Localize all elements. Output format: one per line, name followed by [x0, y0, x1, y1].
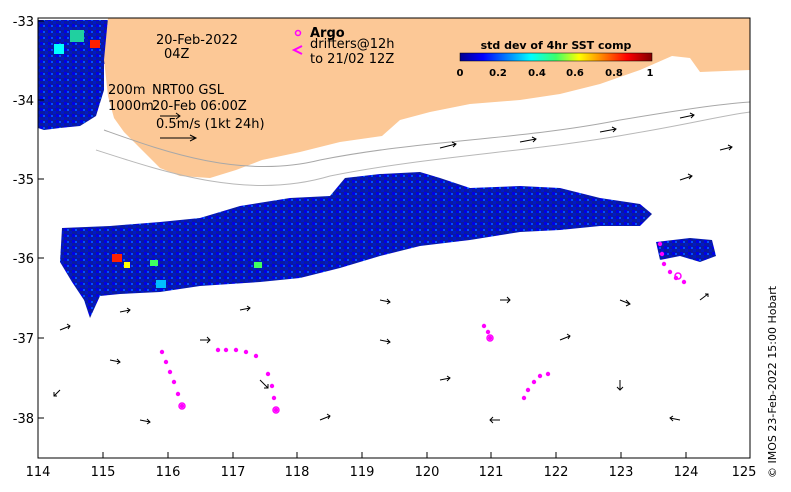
- colorbar-tick: 0: [457, 68, 464, 79]
- date-label: 20-Feb-2022: [156, 33, 238, 48]
- sst-spot: [124, 262, 130, 268]
- x-tick-label: 124: [674, 465, 699, 480]
- sst-spot: [150, 260, 158, 266]
- x-tick-label: 117: [221, 465, 246, 480]
- colorbar-tick: 1: [647, 68, 654, 79]
- x-tick-label: 121: [479, 465, 504, 480]
- vector-scale-arrow: [160, 134, 198, 142]
- argo-title: Argo: [310, 26, 345, 41]
- colorbar-tick: 0.2: [489, 68, 507, 79]
- sst-spot: [156, 280, 166, 288]
- depth-200-label: 200m: [108, 83, 145, 98]
- y-tick-label: -33: [13, 15, 34, 30]
- x-tick-label: 119: [350, 465, 375, 480]
- x-tick-label: 123: [609, 465, 634, 480]
- sst-spot: [254, 262, 262, 268]
- argo-legend-marker: [294, 29, 302, 37]
- sst-spot: [54, 44, 64, 54]
- argo-line2: to 21/02 12Z: [310, 52, 394, 67]
- colorbar-tick: 0.6: [566, 68, 584, 79]
- y-axis: -33 -34 -35 -36 -37 -38: [13, 15, 44, 427]
- argo-tracks: [159, 241, 687, 414]
- y-tick-label: -38: [13, 412, 34, 427]
- current-vectors: [53, 112, 733, 425]
- sst-swath: [60, 172, 652, 318]
- isobath-200: [103, 101, 750, 168]
- vector-scale-label: 0.5m/s (1kt 24h): [156, 117, 265, 132]
- x-tick-label: 115: [91, 465, 116, 480]
- x-axis: 114 115 116 117 118 119 120 121 122 123 …: [26, 452, 757, 480]
- sst-spot: [90, 40, 100, 48]
- x-tick-label: 125: [732, 465, 757, 480]
- y-tick-label: -35: [13, 173, 34, 188]
- current-time-label: 20-Feb 06:00Z: [152, 99, 247, 114]
- time-label: 04Z: [164, 47, 190, 62]
- depth-1000-label: 1000m: [108, 99, 154, 114]
- current-source-label: NRT00 GSL: [152, 83, 225, 98]
- y-tick-label: -37: [13, 332, 34, 347]
- x-tick-label: 118: [285, 465, 310, 480]
- colorbar-tick: 0.4: [528, 68, 546, 79]
- colorbar-tick: 0.8: [605, 68, 623, 79]
- x-tick-label: 120: [415, 465, 440, 480]
- sst-swath-east: [656, 238, 716, 262]
- argo-line1: drifters@12h: [310, 37, 395, 52]
- y-tick-label: -34: [13, 94, 34, 109]
- x-tick-label: 116: [156, 465, 181, 480]
- colorbar-title: std dev of 4hr SST comp: [481, 39, 632, 52]
- sst-spot: [70, 30, 84, 42]
- colorbar: [459, 52, 653, 62]
- x-tick-label: 114: [26, 465, 51, 480]
- argo-legend-arrow: [291, 45, 303, 55]
- x-tick-label: 122: [544, 465, 569, 480]
- credit-text: © IMOS 23-Feb-2022 15:00 Hobart: [766, 285, 779, 478]
- y-tick-label: -36: [13, 252, 34, 267]
- plot-frame: [37, 17, 751, 459]
- sst-spot: [112, 254, 122, 262]
- isobath-1000: [95, 111, 750, 186]
